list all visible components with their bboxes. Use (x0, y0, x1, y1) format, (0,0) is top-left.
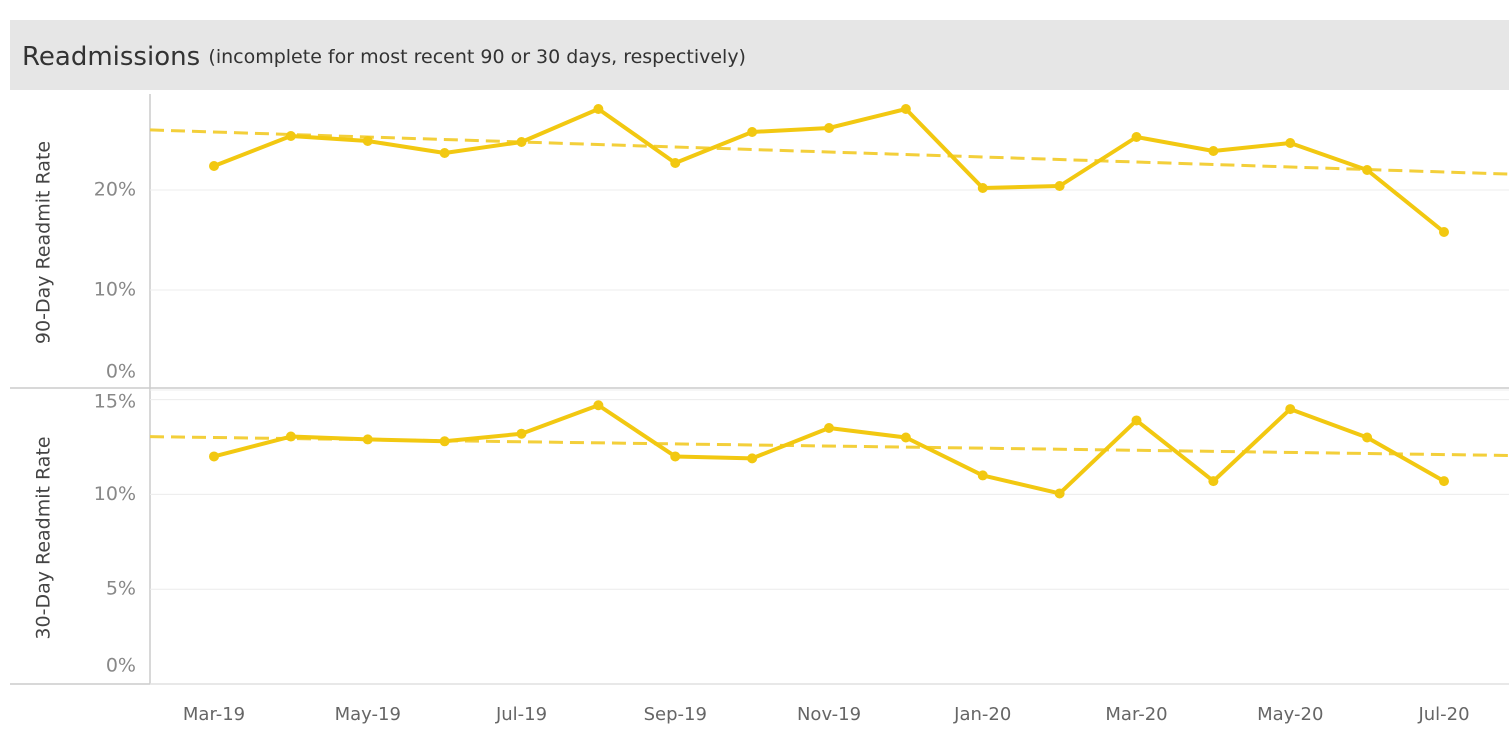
point (362, 136, 373, 146)
point (670, 451, 681, 462)
x-tick-label: Mar-19 (183, 704, 245, 725)
point (1285, 138, 1296, 148)
y-tick-label: 20% (94, 179, 136, 201)
y-tick-label: 10% (94, 483, 136, 505)
point (1285, 404, 1296, 415)
subtitle: (incomplete for most recent 90 or 30 day… (208, 46, 746, 68)
y-axis-title: 30-Day Readmit Rate (33, 436, 55, 639)
x-tick-label: May-20 (1257, 704, 1323, 725)
point (747, 453, 758, 464)
point (1131, 132, 1142, 142)
point (593, 104, 604, 114)
point (1054, 488, 1065, 499)
point (1362, 165, 1373, 175)
point (747, 127, 758, 137)
x-tick-label: Jul-19 (495, 704, 547, 725)
point (1208, 146, 1219, 156)
point (977, 183, 988, 193)
point (1131, 415, 1142, 426)
y-tick-label: 10% (94, 279, 136, 301)
point (285, 431, 296, 442)
x-tick-label: Nov-19 (797, 704, 861, 725)
point (516, 137, 527, 147)
point (285, 131, 296, 141)
point (1439, 476, 1449, 487)
x-tick-label: Jan-20 (953, 704, 1011, 725)
x-tick-label: Jul-20 (1417, 704, 1469, 725)
point (209, 161, 219, 171)
y-axis-title: 90-Day Readmit Rate (33, 141, 55, 344)
point (900, 104, 911, 114)
point (1439, 227, 1449, 237)
title: Readmissions (22, 42, 200, 72)
x-tick-label: Mar-20 (1105, 704, 1167, 725)
x-tick-label: Sep-19 (644, 704, 707, 725)
point (1054, 181, 1065, 191)
point (439, 148, 450, 158)
header-bar (10, 20, 1509, 90)
point (824, 423, 834, 434)
trend-line (149, 128, 1509, 176)
y-tick-label: 5% (106, 578, 136, 600)
header-title: Readmissions (incomplete for most recent… (22, 42, 746, 72)
point (977, 470, 988, 481)
point (516, 428, 527, 439)
y-tick-label: 15% (94, 391, 136, 413)
x-tick-label: May-19 (335, 704, 401, 725)
point (362, 434, 373, 445)
point (900, 432, 911, 443)
point (593, 400, 604, 411)
point (209, 451, 219, 462)
y-tick-label: 0% (106, 655, 136, 677)
trend-line (149, 435, 1509, 457)
point (670, 158, 681, 168)
point (824, 123, 834, 133)
point (1362, 432, 1373, 443)
point (1208, 476, 1219, 487)
series-line (213, 403, 1445, 496)
point (439, 436, 450, 447)
y-tick-label: 0% (106, 361, 136, 383)
